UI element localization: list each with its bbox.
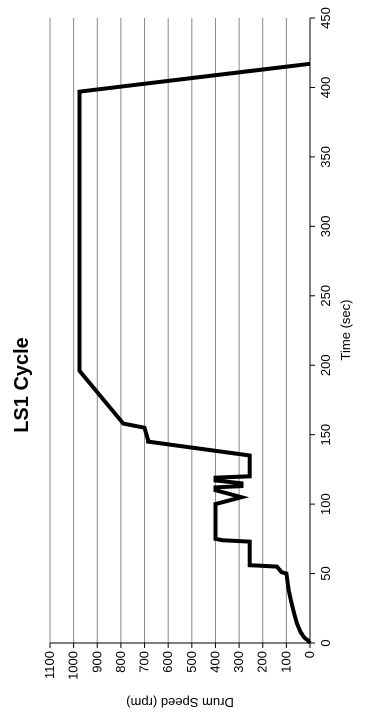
drum-speed-series-line (77, 61, 312, 645)
gridlines (49, 18, 287, 643)
speed-tick-label: 300 (231, 651, 246, 673)
speed-tick-label: 100 (278, 651, 293, 673)
speed-tick-labels: 0 100 200 300 400 500 600 700 800 900 1000 1100 (42, 651, 317, 680)
x-axis-title: Time (sec) (338, 300, 353, 361)
speed-tick-label: 600 (160, 651, 175, 673)
time-tick-labels: 0 50 100 150 200 250 300 350 400 450 (318, 7, 333, 646)
axes (49, 17, 315, 648)
speed-tick-label: 1000 (66, 651, 81, 680)
time-tick-label: 50 (318, 566, 333, 580)
speed-tick-label: 900 (89, 651, 104, 673)
time-tick-label: 450 (318, 7, 333, 29)
time-tick-label: 150 (318, 424, 333, 446)
speed-tick-label: 400 (207, 651, 222, 673)
time-tick-label: 200 (318, 354, 333, 376)
y-axis-title: Drum Speed (rpm) (126, 695, 234, 710)
time-tick-label: 400 (318, 77, 333, 99)
speed-tick-label: 200 (255, 651, 270, 673)
speed-tick-label: 1100 (42, 651, 57, 679)
time-tick-label: 100 (318, 493, 333, 515)
time-tick-label: 300 (318, 215, 333, 237)
speed-tick-label: 0 (302, 651, 317, 658)
time-tick-label: 250 (318, 285, 333, 307)
plot-area (50, 18, 310, 643)
speed-tick-label: 700 (137, 651, 152, 673)
series-group (77, 61, 312, 645)
speed-tick-label: 800 (113, 651, 128, 673)
time-tick-label: 350 (318, 146, 333, 168)
speed-tick-label: 500 (184, 651, 199, 673)
time-tick-label: 0 (318, 639, 333, 646)
chart-title: LS1 Cycle (11, 337, 33, 433)
